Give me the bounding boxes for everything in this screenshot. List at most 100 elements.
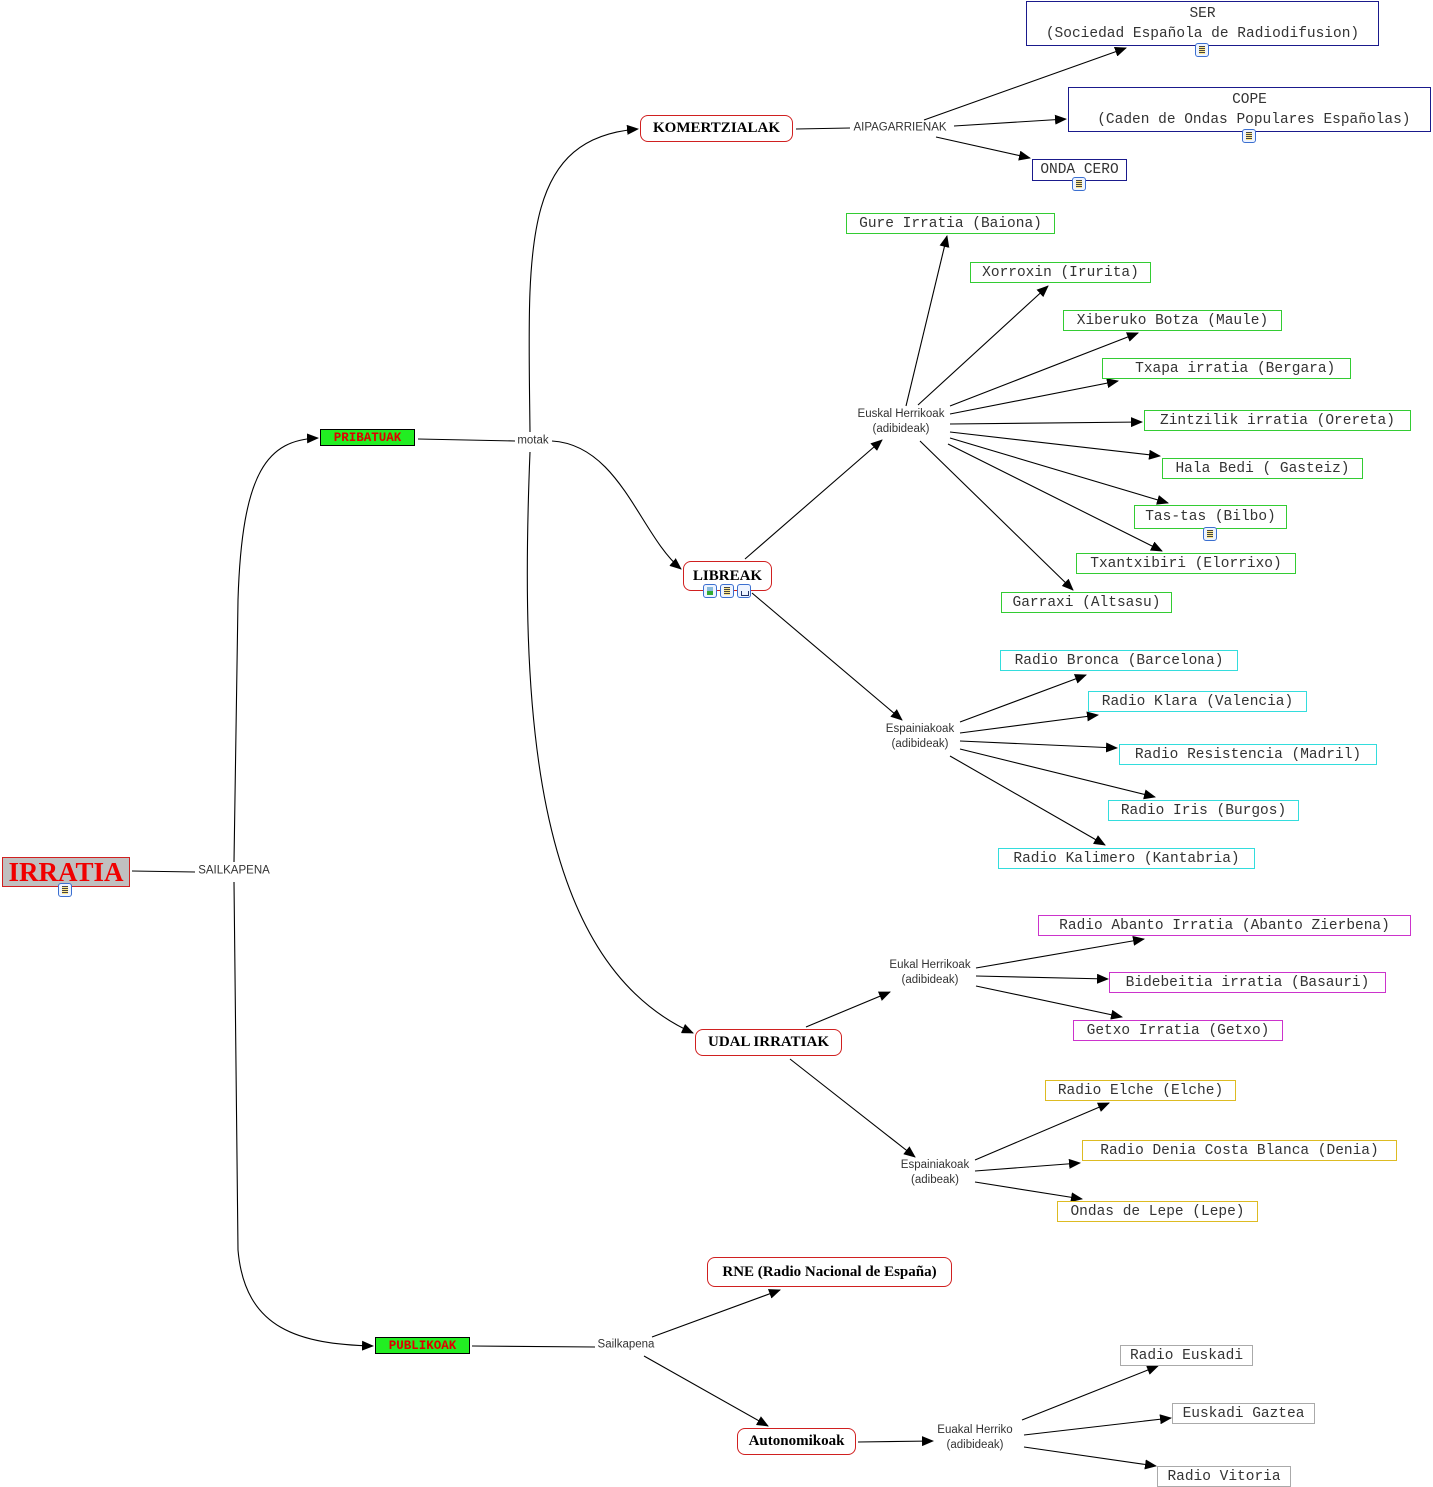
node-label: Getxo Irratia (Getxo) xyxy=(1086,1022,1270,1039)
node-publikoak[interactable]: PUBLIKOAK xyxy=(375,1337,470,1354)
node-label: Xiberuko Botza (Maule) xyxy=(1076,312,1269,329)
node-halabedi[interactable]: Hala Bedi ( Gasteiz) xyxy=(1162,458,1363,479)
node-cope[interactable]: COPE (Caden de Ondas Populares Españolas… xyxy=(1068,87,1431,132)
link-arrow xyxy=(949,417,1143,428)
link-label-eh_udal: Eukal Herrikoak (adibideak) xyxy=(889,958,971,988)
node-label: Ondas de Lepe (Lepe) xyxy=(1070,1203,1245,1220)
link-arrow xyxy=(974,1158,1081,1172)
link-arrow xyxy=(233,433,319,863)
node-rne[interactable]: RNE (Radio Nacional de España) xyxy=(707,1257,952,1287)
node-label: Radio Kalimero (Kantabria) xyxy=(1013,850,1240,867)
node-euskadi[interactable]: Radio Euskadi xyxy=(1120,1345,1253,1366)
link-arrow xyxy=(551,440,682,570)
document-icon[interactable] xyxy=(58,883,72,897)
node-abanto[interactable]: Radio Abanto Irratia (Abanto Zierbena) xyxy=(1038,915,1411,936)
node-txantxibiri[interactable]: Txantxibiri (Elorrixo) xyxy=(1076,553,1296,574)
node-label: LIBREAK xyxy=(692,567,763,584)
link-label-sailkapena2: Sailkapena xyxy=(597,1337,655,1353)
node-kalimero[interactable]: Radio Kalimero (Kantabria) xyxy=(998,848,1255,869)
link-arrow xyxy=(857,1436,934,1447)
link-arrow xyxy=(1023,1446,1157,1470)
link-arrow xyxy=(974,1102,1110,1161)
node-label: KOMERTZIALAK xyxy=(653,120,780,136)
link-arrow xyxy=(975,985,1123,1020)
document-image-icon[interactable] xyxy=(1195,43,1209,57)
link-arrow xyxy=(949,437,1169,505)
node-lepe[interactable]: Ondas de Lepe (Lepe) xyxy=(1057,1201,1258,1222)
link-label-es_udal: Espainiakoak (adibeak) xyxy=(900,1158,970,1188)
node-label: Radio Klara (Valencia) xyxy=(1101,693,1294,710)
document-image-icon[interactable] xyxy=(720,584,734,598)
node-label: Radio Abanto Irratia (Abanto Zierbena) xyxy=(1059,917,1390,934)
link-arrow xyxy=(919,440,1074,591)
document-image-icon[interactable] xyxy=(1072,177,1086,191)
link-arrow xyxy=(935,136,1031,161)
node-xiberuko[interactable]: Xiberuko Botza (Maule) xyxy=(1063,310,1282,331)
document-image-icon[interactable] xyxy=(1242,129,1256,143)
link-label-es_libre: Espainiakoak (adibideak) xyxy=(885,722,955,752)
link-arrow xyxy=(949,332,1139,407)
node-gaztea[interactable]: Euskadi Gaztea xyxy=(1172,1403,1315,1424)
link-line xyxy=(131,870,196,873)
link-arrow xyxy=(1023,1414,1172,1436)
node-denia[interactable]: Radio Denia Costa Blanca (Denia) xyxy=(1082,1140,1397,1161)
node-label: Tas-tas (Bilbo) xyxy=(1145,509,1276,525)
image-icon[interactable] xyxy=(703,584,717,598)
node-label: Xorroxin (Irurita) xyxy=(982,264,1139,281)
link-arrow xyxy=(949,431,1161,460)
node-komertzialak[interactable]: KOMERTZIALAK xyxy=(640,115,793,142)
node-label: RNE (Radio Nacional de España) xyxy=(722,1263,937,1280)
link-arrow xyxy=(959,711,1099,734)
link-arrow xyxy=(923,46,1127,121)
link-line xyxy=(795,127,851,130)
node-txapa[interactable]: Txapa irratia (Bergara) xyxy=(1102,358,1351,379)
link-arrow xyxy=(1021,1365,1159,1421)
node-label: Autonomikoak xyxy=(748,1433,845,1449)
node-ser[interactable]: SER (Sociedad Española de Radiodifusion) xyxy=(1026,1,1379,46)
node-label: COPE (Caden de Ondas Populares Españolas… xyxy=(1097,91,1411,128)
node-tastas[interactable]: Tas-tas (Bilbo) xyxy=(1134,505,1287,529)
node-label: PUBLIKOAK xyxy=(388,1338,457,1353)
link-line xyxy=(471,1345,596,1348)
link-arrow xyxy=(959,748,1156,800)
node-vitoria[interactable]: Radio Vitoria xyxy=(1157,1466,1291,1487)
link-arrow xyxy=(805,991,891,1028)
node-label: Bidebeitia irratia (Basauri) xyxy=(1125,974,1370,991)
node-udal[interactable]: UDAL IRRATIAK xyxy=(695,1029,842,1056)
link-arrow xyxy=(947,443,1163,552)
link-line xyxy=(417,438,516,442)
node-bidebeitia[interactable]: Bidebeitia irratia (Basauri) xyxy=(1109,972,1386,993)
node-autonomikoak[interactable]: Autonomikoak xyxy=(737,1428,856,1455)
node-garraxi[interactable]: Garraxi (Altsasu) xyxy=(1001,592,1172,613)
link-arrow xyxy=(974,1181,1083,1203)
node-irratia[interactable]: IRRATIA xyxy=(2,857,130,887)
link-label-sailkapena1: SAILKAPENA xyxy=(198,863,270,879)
node-label: IRRATIA xyxy=(8,856,124,887)
node-iris[interactable]: Radio Iris (Burgos) xyxy=(1108,800,1299,821)
link-arrow xyxy=(789,1058,916,1158)
node-label: Radio Resistencia (Madril) xyxy=(1134,746,1362,763)
node-getxo[interactable]: Getxo Irratia (Getxo) xyxy=(1073,1020,1283,1041)
node-gure[interactable]: Gure Irratia (Baiona) xyxy=(846,213,1055,234)
link-label-eh_auto: Euakal Herriko (adibideak) xyxy=(937,1423,1013,1453)
node-label: Garraxi (Altsasu) xyxy=(1012,594,1161,611)
link-arrow xyxy=(949,378,1119,415)
node-zintzilik[interactable]: Zintzilik irratia (Orereta) xyxy=(1144,410,1411,431)
link-label-motak: motak xyxy=(517,433,549,449)
node-label: Radio Iris (Burgos) xyxy=(1120,802,1287,819)
link-arrow xyxy=(975,973,1109,984)
link-arrow xyxy=(651,1289,781,1338)
node-klara[interactable]: Radio Klara (Valencia) xyxy=(1088,691,1307,712)
cmap-icon[interactable] xyxy=(737,584,751,598)
node-resistencia[interactable]: Radio Resistencia (Madril) xyxy=(1119,744,1377,765)
link-arrow xyxy=(751,592,903,721)
node-elche[interactable]: Radio Elche (Elche) xyxy=(1045,1080,1236,1101)
node-label: Hala Bedi ( Gasteiz) xyxy=(1175,460,1350,477)
node-bronca[interactable]: Radio Bronca (Barcelona) xyxy=(1000,650,1238,671)
node-pribatuak[interactable]: PRIBATUAK xyxy=(320,429,415,446)
node-label: Txapa irratia (Bergara) xyxy=(1117,360,1336,377)
document-image-icon[interactable] xyxy=(1203,527,1217,541)
node-xorroxin[interactable]: Xorroxin (Irurita) xyxy=(970,262,1151,283)
link-arrow xyxy=(526,451,694,1034)
